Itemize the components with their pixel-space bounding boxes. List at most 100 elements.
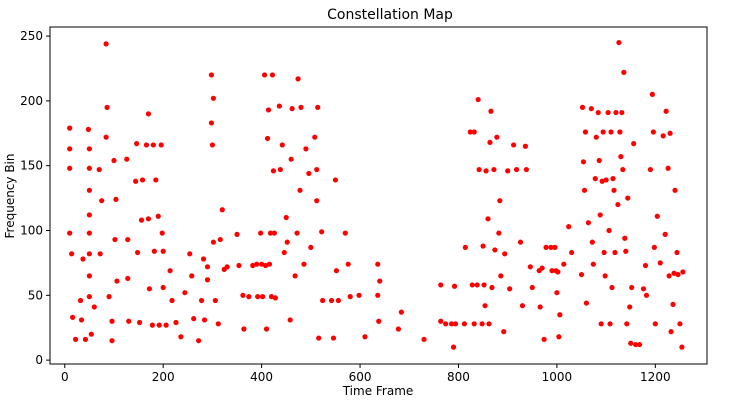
data-point [163, 322, 169, 328]
data-point [517, 239, 524, 245]
data-point [298, 104, 304, 110]
data-point [342, 230, 348, 236]
data-point [266, 261, 273, 267]
data-point [169, 297, 175, 304]
data-point [548, 244, 554, 250]
data-point [651, 244, 657, 250]
data-point [97, 251, 103, 257]
data-point [200, 256, 207, 262]
data-point [182, 290, 188, 296]
data-point [640, 286, 647, 292]
data-point [554, 290, 560, 296]
data-point [660, 133, 666, 139]
data-point [80, 256, 86, 262]
data-point [376, 318, 382, 324]
data-point [588, 106, 594, 112]
data-point [480, 243, 486, 249]
data-point [265, 107, 272, 113]
data-point [471, 129, 477, 135]
data-point [623, 248, 629, 254]
data-point [72, 336, 79, 342]
data-point [106, 294, 112, 300]
data-point [670, 301, 676, 307]
data-point [86, 230, 92, 236]
data-point [498, 273, 504, 279]
data-point [283, 214, 289, 221]
data-point [627, 304, 633, 310]
data-point [288, 156, 294, 162]
data-point [85, 126, 91, 132]
data-point [268, 294, 275, 300]
data-point [262, 262, 269, 269]
data-point [608, 129, 614, 135]
x-axis-title: Time Frame [342, 384, 414, 398]
data-point [561, 261, 567, 267]
data-point [556, 334, 562, 340]
data-point [469, 282, 475, 288]
data-point [126, 318, 132, 324]
data-point [281, 249, 287, 256]
data-point [212, 297, 218, 304]
x-tick-label: 800 [447, 370, 470, 384]
data-point [88, 331, 94, 337]
data-point [150, 142, 156, 148]
data-point [316, 335, 322, 341]
data-point [657, 260, 663, 266]
data-point [569, 249, 575, 256]
data-point [362, 334, 368, 340]
data-point [263, 326, 270, 332]
data-point [208, 72, 215, 78]
data-point [489, 284, 495, 291]
data-point [254, 261, 260, 267]
data-point [240, 292, 246, 298]
data-point [294, 230, 300, 236]
data-point [617, 129, 623, 135]
data-point [86, 165, 92, 171]
data-point [461, 321, 467, 327]
y-axis-title: Frequency Bin [3, 154, 17, 239]
data-point [86, 212, 92, 218]
data-points [67, 39, 686, 350]
data-point [476, 166, 482, 173]
data-point [519, 303, 526, 309]
data-point [86, 187, 92, 193]
data-point [549, 268, 555, 274]
data-point [146, 286, 153, 292]
data-point [523, 166, 529, 173]
data-point [151, 248, 157, 254]
data-point [580, 159, 587, 165]
data-point [167, 268, 173, 274]
data-point [438, 318, 444, 324]
data-point [501, 329, 507, 335]
data-point [481, 282, 487, 288]
data-point [675, 271, 681, 278]
data-point [155, 213, 161, 219]
data-point [677, 321, 683, 327]
data-point [271, 230, 278, 236]
data-point [496, 230, 502, 236]
data-point [319, 229, 325, 235]
data-point [613, 109, 619, 116]
data-point [502, 251, 508, 257]
data-point [375, 261, 381, 267]
y-tick-label: 250 [20, 29, 43, 43]
data-point [510, 142, 517, 148]
data-point [680, 269, 686, 275]
data-point [555, 269, 561, 275]
data-point [287, 317, 293, 323]
data-point [345, 261, 351, 267]
data-point [135, 249, 141, 256]
x-axis: 0 200 400 600 800 1000 1200 [61, 364, 671, 384]
data-point [149, 322, 155, 328]
data-point [258, 230, 264, 236]
data-point [566, 224, 572, 230]
data-point [665, 165, 671, 171]
data-point [492, 247, 498, 253]
data-point [475, 96, 481, 103]
data-point [86, 273, 92, 279]
data-point [332, 177, 339, 183]
data-point [629, 284, 635, 291]
data-point [488, 108, 494, 114]
data-point [603, 177, 609, 183]
